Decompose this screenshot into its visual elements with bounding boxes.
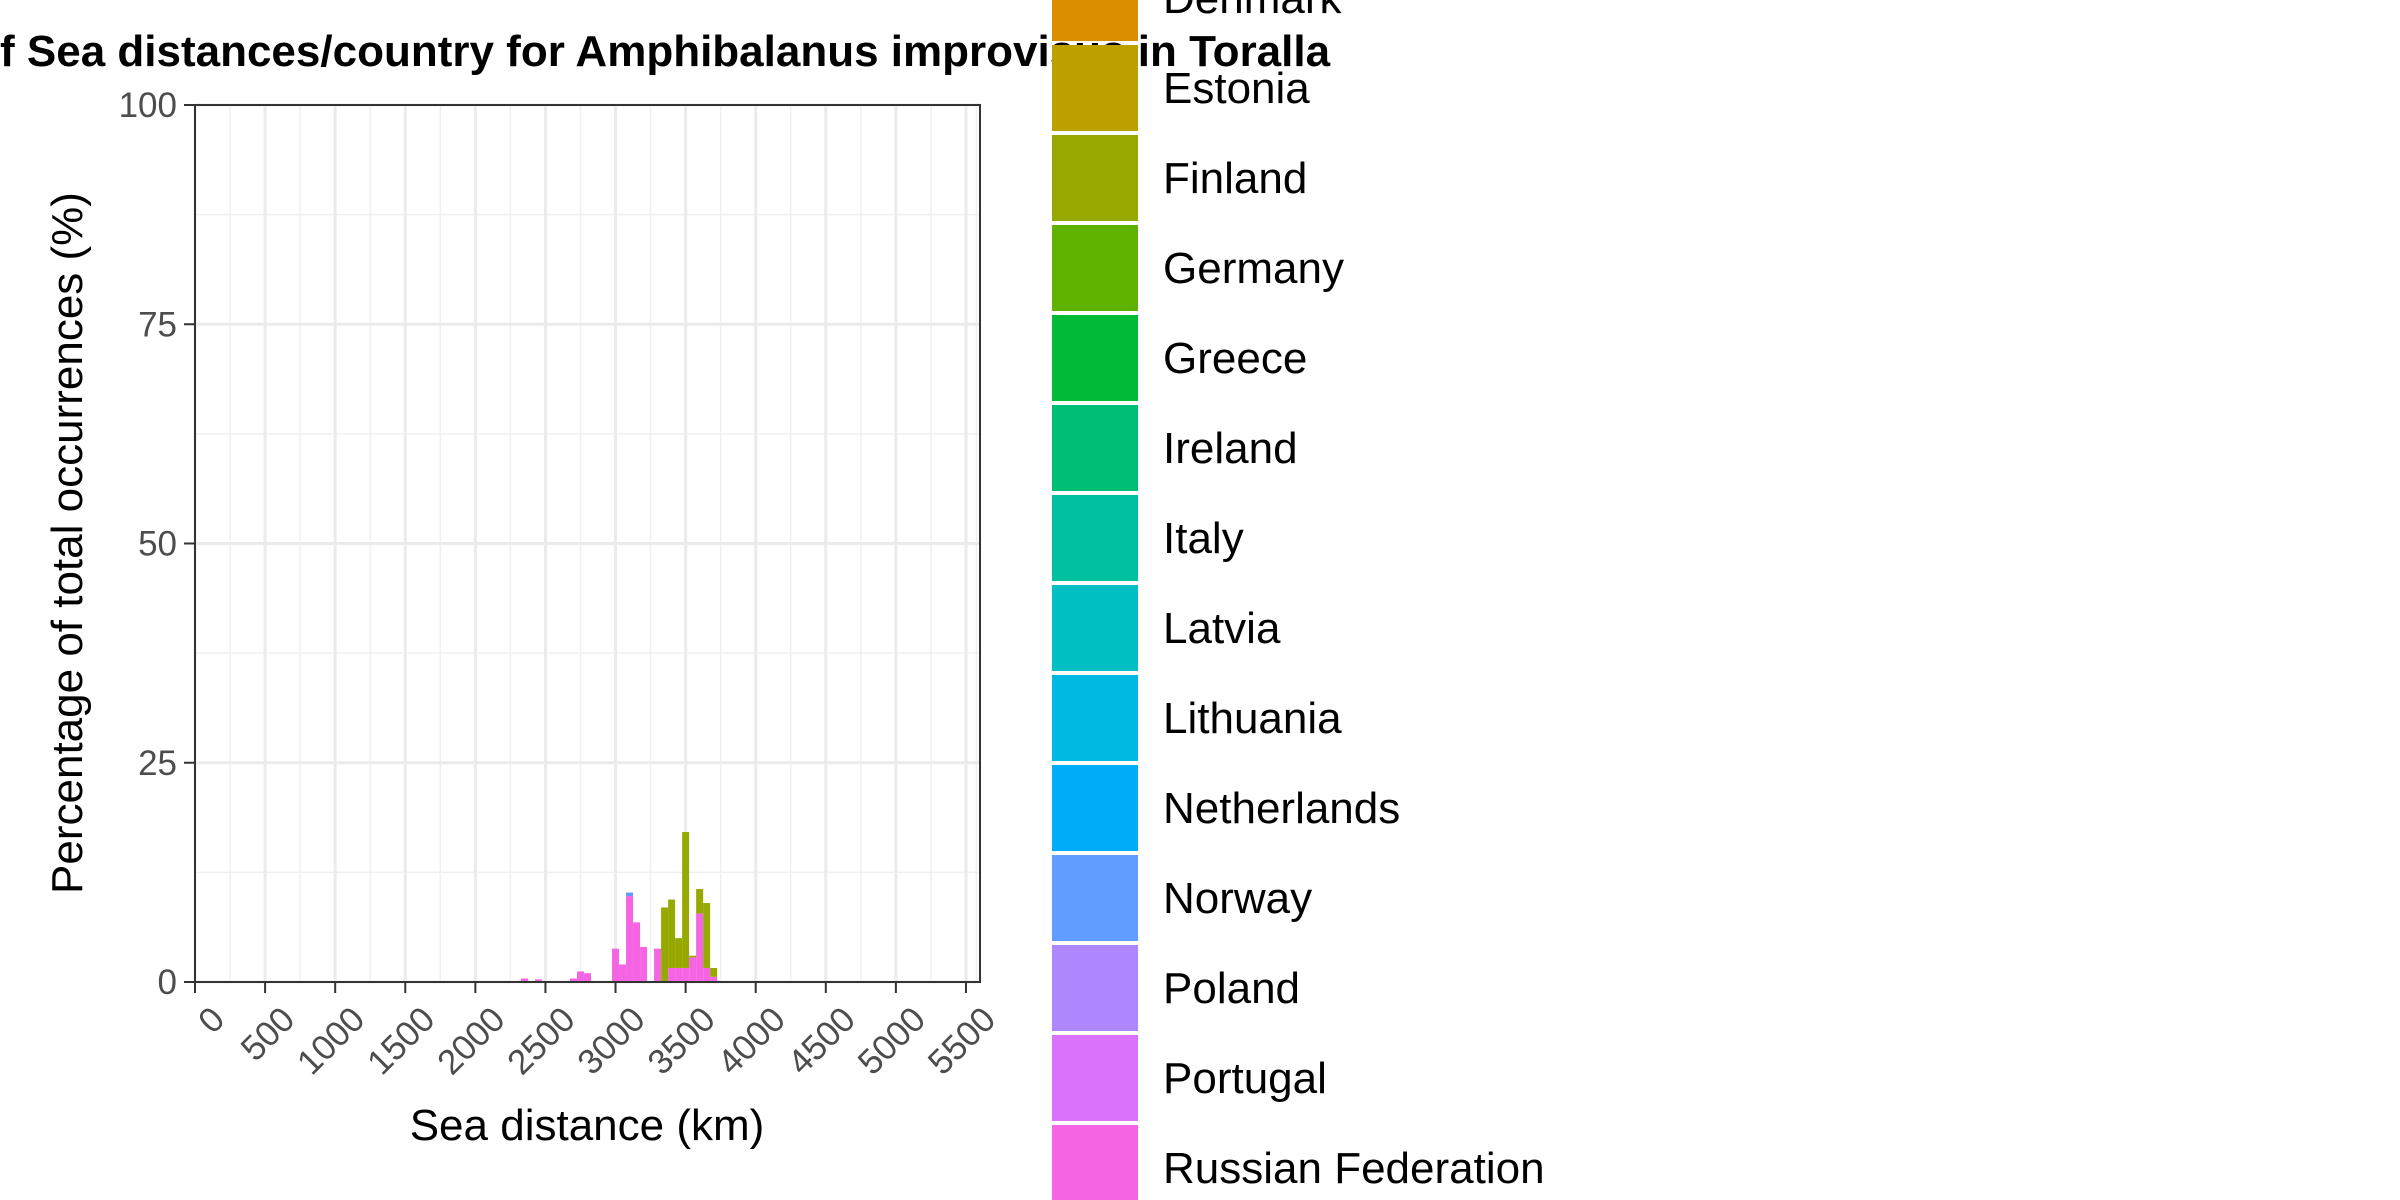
legend-swatch — [1052, 135, 1138, 221]
legend-label: Ireland — [1163, 424, 1298, 473]
y-axis: 0 25 50 75 100 — [119, 86, 195, 1002]
x-tick-label: 3500 — [640, 1000, 723, 1083]
x-tick-label: 4500 — [780, 1000, 863, 1083]
x-tick-label: 1500 — [360, 1000, 443, 1083]
legend-label: Finland — [1163, 154, 1307, 203]
bars — [520, 832, 718, 982]
legend-label: Greece — [1163, 334, 1307, 383]
legend-label: Italy — [1163, 514, 1244, 563]
x-tick-label: 5500 — [921, 1000, 1004, 1083]
legend-label: Norway — [1163, 874, 1312, 923]
legend-label: Netherlands — [1163, 784, 1400, 833]
bar — [569, 978, 577, 982]
legend-label: Lithuania — [1163, 694, 1342, 743]
legend-swatch — [1052, 315, 1138, 401]
legend-label: Germany — [1163, 244, 1344, 293]
bar — [682, 967, 690, 982]
legend-swatch — [1052, 45, 1138, 131]
x-tick-label: 3000 — [570, 1000, 653, 1083]
bar — [619, 964, 627, 982]
legend-swatch — [1052, 675, 1138, 761]
bar — [703, 967, 711, 982]
bar — [626, 896, 634, 982]
x-axis: 0 500100015002000250030003500400045005000… — [191, 982, 1003, 1082]
bar — [696, 913, 704, 982]
y-tick-label: 75 — [138, 305, 177, 344]
y-axis-label: Percentage of total occurrences (%) — [43, 192, 92, 894]
legend-label: Estonia — [1163, 64, 1310, 113]
legend-label: Latvia — [1163, 604, 1281, 653]
bar — [675, 938, 683, 968]
legend-swatch — [1052, 945, 1138, 1031]
bar — [520, 978, 528, 982]
bar — [703, 903, 711, 968]
legend-swatch — [1052, 0, 1138, 41]
bar — [612, 948, 620, 982]
x-tick-label: 2000 — [430, 1000, 513, 1083]
bar — [576, 971, 584, 982]
x-tick-label: 1000 — [290, 1000, 373, 1083]
plot-area — [193, 103, 981, 984]
bar — [654, 948, 662, 982]
x-tick-label: 5000 — [850, 1000, 933, 1083]
legend-swatch — [1052, 855, 1138, 941]
y-tick-label: 100 — [119, 86, 177, 125]
bar — [534, 979, 542, 982]
y-tick-label: 25 — [138, 744, 177, 783]
bar — [626, 892, 634, 897]
bar — [696, 889, 704, 914]
bar — [710, 967, 718, 977]
x-tick-label: 2500 — [500, 1000, 583, 1083]
y-tick-label: 0 — [158, 963, 177, 1002]
bar — [668, 967, 676, 982]
bar — [633, 922, 641, 982]
legend-swatch — [1052, 495, 1138, 581]
x-tick-label: 4000 — [710, 1000, 793, 1083]
bar — [661, 907, 669, 982]
legend-swatch — [1052, 405, 1138, 491]
legend-swatch — [1052, 585, 1138, 671]
bar — [583, 973, 592, 982]
bar — [689, 955, 697, 958]
x-tick-label: 0 — [191, 1000, 232, 1041]
y-tick-label: 50 — [138, 525, 177, 564]
bar — [640, 946, 648, 982]
legend-swatch — [1052, 765, 1138, 851]
bar — [675, 967, 683, 982]
bar — [710, 976, 718, 982]
legend-swatch — [1052, 225, 1138, 311]
bar — [682, 832, 690, 968]
bar — [689, 957, 697, 982]
legend-label: Russian Federation — [1163, 1144, 1545, 1193]
legend-label: Poland — [1163, 964, 1300, 1013]
x-axis-label: Sea distance (km) — [410, 1101, 765, 1150]
bar — [668, 899, 676, 968]
legend-swatch — [1052, 1125, 1138, 1200]
legend-label: Portugal — [1163, 1054, 1327, 1103]
legend: Denmark Estonia Finland Germany Greece Irelan… — [1052, 0, 1545, 1200]
legend-label: Denmark — [1163, 0, 1342, 23]
legend-swatch — [1052, 1035, 1138, 1121]
